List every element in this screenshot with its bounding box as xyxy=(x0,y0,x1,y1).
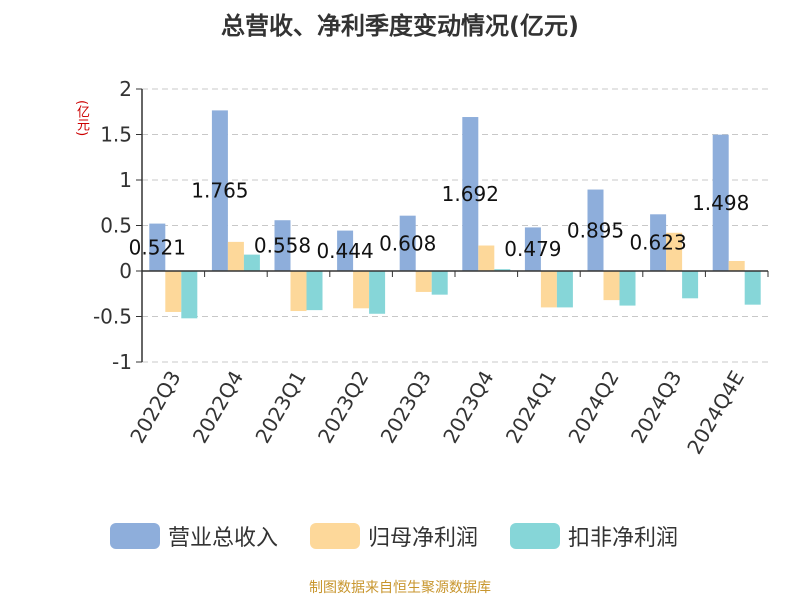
data-label: 1.692 xyxy=(442,182,499,206)
bar-net-profit xyxy=(353,271,370,309)
bar-net-profit xyxy=(666,232,683,271)
legend-item-net-profit[interactable]: 归母净利润 xyxy=(310,516,478,556)
y-tick-label: 1.5 xyxy=(100,123,132,147)
bar-revenue xyxy=(211,110,228,271)
bar-net-profit xyxy=(290,271,307,312)
bar-revenue xyxy=(650,214,667,271)
bar-net-profit xyxy=(478,245,495,271)
data-label: 0.895 xyxy=(567,218,624,242)
data-label: 1.498 xyxy=(692,191,749,215)
y-tick-label: 0 xyxy=(119,259,132,283)
bar-net-profit xyxy=(165,271,182,312)
x-tick-label: 2024Q3 xyxy=(626,367,686,448)
data-label: 0.623 xyxy=(629,231,686,255)
x-tick-label: 2022Q3 xyxy=(125,367,185,448)
bar-revenue xyxy=(399,215,416,271)
data-label: 1.765 xyxy=(191,179,248,203)
bar-revenue xyxy=(524,227,541,271)
data-label: 0.521 xyxy=(129,235,186,259)
legend-label-net-profit: 归母净利润 xyxy=(368,526,479,551)
y-tick-label: 2 xyxy=(119,77,132,101)
legend-swatch-deducted-net-profit xyxy=(510,523,560,549)
x-tick-label: 2024Q4E xyxy=(682,367,749,459)
y-axis-unit-label: (亿元) xyxy=(74,99,89,137)
x-tick-label: 2023Q1 xyxy=(250,367,310,448)
data-source-note: 制图数据来自恒生聚源数据库 xyxy=(309,580,491,596)
bar-deducted-net-profit xyxy=(556,271,573,308)
legend-item-revenue[interactable]: 营业总收入 xyxy=(110,516,278,556)
legend-swatch-revenue xyxy=(110,523,160,549)
bar-deducted-net-profit xyxy=(682,271,699,299)
x-tick-label: 2022Q4 xyxy=(188,367,248,448)
y-tick-label: 1 xyxy=(119,168,132,192)
bar-deducted-net-profit xyxy=(181,271,198,319)
bar-deducted-net-profit xyxy=(744,271,761,305)
data-label: 0.608 xyxy=(379,231,436,255)
x-tick-label: 2023Q2 xyxy=(313,367,373,448)
x-tick-label: 2024Q2 xyxy=(563,367,623,448)
y-tick-label: 0.5 xyxy=(100,214,132,238)
chart-title: 总营收、净利季度变动情况(亿元) xyxy=(221,12,579,40)
legend-swatch-net-profit xyxy=(310,523,360,549)
bar-net-profit xyxy=(540,271,557,308)
bar-revenue xyxy=(337,230,354,271)
bar-net-profit xyxy=(415,271,432,292)
bar-deducted-net-profit xyxy=(494,269,511,271)
bar-revenue xyxy=(274,220,291,271)
grid-lines xyxy=(142,88,768,363)
data-label: 0.444 xyxy=(316,239,373,263)
bar-deducted-net-profit xyxy=(619,271,636,306)
bar-revenue xyxy=(149,223,166,271)
bar-deducted-net-profit xyxy=(243,254,260,271)
bar-deducted-net-profit xyxy=(369,271,386,314)
bar-deducted-net-profit xyxy=(306,271,323,311)
data-label: 0.558 xyxy=(254,234,311,258)
data-label: 0.479 xyxy=(504,237,561,261)
bar-net-profit xyxy=(227,241,244,271)
x-tick-label: 2024Q1 xyxy=(501,367,561,448)
bar-net-profit xyxy=(603,271,620,301)
bar-deducted-net-profit xyxy=(431,271,448,295)
y-tick-label: -1 xyxy=(112,350,132,374)
legend: 营业总收入 归母净利润 扣非净利润 xyxy=(0,516,800,556)
legend-item-deducted-net-profit[interactable]: 扣非净利润 xyxy=(510,516,678,556)
bars xyxy=(149,110,761,319)
data-labels: 0.521 1.765 0.558 0.444 0.608 1.692 0.4790.895… xyxy=(129,179,750,263)
bar-net-profit xyxy=(728,260,745,271)
x-tick-label: 2023Q4 xyxy=(438,367,498,448)
bar-revenue xyxy=(462,117,479,271)
bar-revenue xyxy=(587,189,604,271)
bar-revenue xyxy=(712,134,729,271)
x-tick-label: 2023Q3 xyxy=(376,367,436,448)
legend-label-deducted-net-profit: 扣非净利润 xyxy=(568,526,679,551)
legend-label-revenue: 营业总收入 xyxy=(168,526,279,551)
y-tick-label: -0.5 xyxy=(93,305,132,329)
